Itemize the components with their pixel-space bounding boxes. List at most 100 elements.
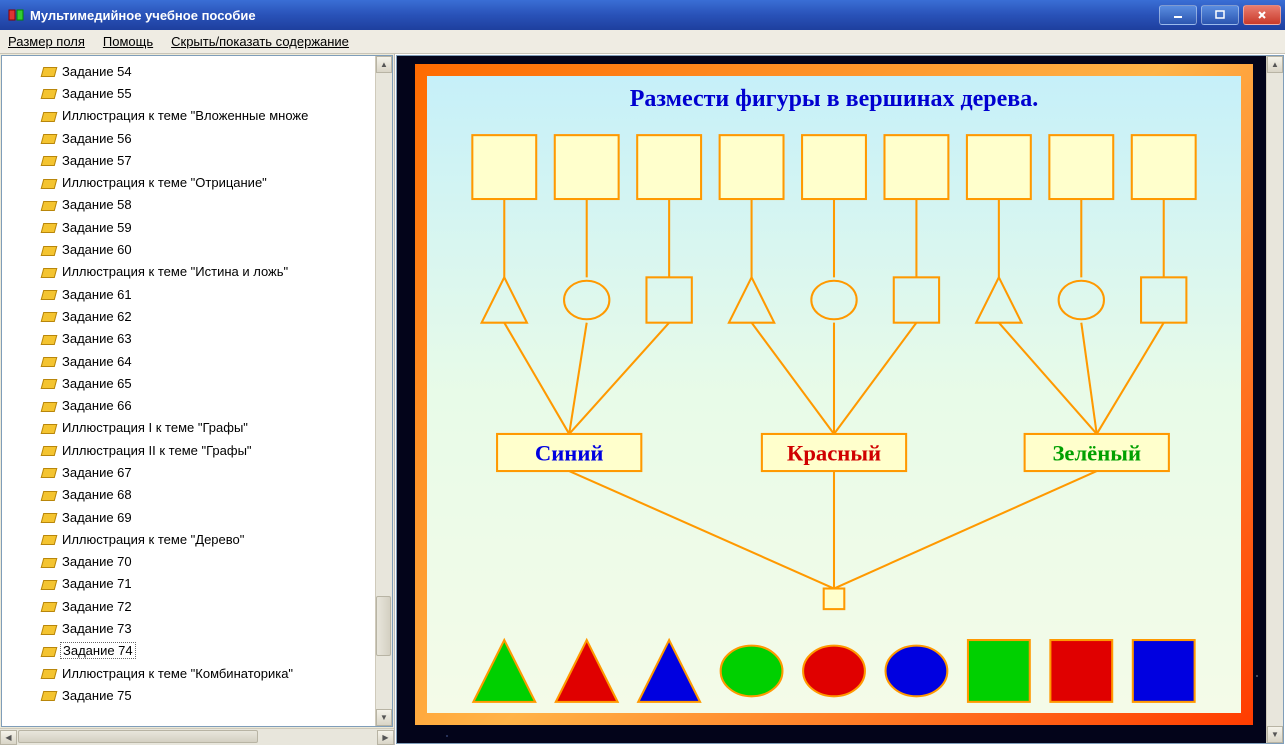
sidebar-vscrollbar[interactable]: ▲ ▼ [375, 56, 392, 726]
page-icon [42, 355, 56, 367]
tree-item-label: Задание 57 [60, 153, 134, 168]
scroll-up-button[interactable]: ▲ [376, 56, 392, 73]
tree-item[interactable]: Задание 61 [42, 283, 392, 305]
tree-item-label: Задание 69 [60, 510, 134, 525]
page-icon [42, 489, 56, 501]
tree-item-label: Задание 58 [60, 197, 134, 212]
tree-item[interactable]: Задание 63 [42, 328, 392, 350]
tree-item[interactable]: Задание 64 [42, 350, 392, 372]
hscroll-thumb[interactable] [18, 730, 258, 743]
draggable-circle[interactable] [721, 646, 783, 697]
node-square [646, 277, 691, 322]
color-label: Красный [787, 441, 881, 466]
tree-item-label: Задание 55 [60, 86, 134, 101]
drop-slot[interactable] [720, 135, 784, 199]
page-icon [42, 87, 56, 99]
draggable-square[interactable] [1050, 640, 1112, 702]
tree-item[interactable]: Задание 69 [42, 506, 392, 528]
tree-item[interactable]: Задание 59 [42, 216, 392, 238]
tree-item[interactable]: Задание 75 [42, 684, 392, 706]
tree-item[interactable]: Задание 72 [42, 595, 392, 617]
content-vscrollbar[interactable]: ▲ ▼ [1266, 56, 1283, 743]
node-square [894, 277, 939, 322]
window-title: Мультимедийное учебное пособие [30, 8, 256, 23]
minimize-button[interactable] [1159, 5, 1197, 25]
tree-item[interactable]: Задание 66 [42, 394, 392, 416]
tree-item[interactable]: Задание 74 [42, 640, 392, 662]
tree-item-label: Задание 70 [60, 554, 134, 569]
drop-slot[interactable] [1132, 135, 1196, 199]
tree-item-label: Иллюстрация I к теме "Графы" [60, 420, 250, 435]
drop-slot[interactable] [884, 135, 948, 199]
tree-item[interactable]: Задание 56 [42, 127, 392, 149]
menu-toggle-toc[interactable]: Скрыть/показать содержание [171, 34, 349, 49]
content-scroll-down[interactable]: ▼ [1267, 726, 1283, 743]
tree-item[interactable]: Задание 73 [42, 617, 392, 639]
drop-slot[interactable] [637, 135, 701, 199]
draggable-circle[interactable] [886, 646, 948, 697]
tree-item[interactable]: Задание 55 [42, 82, 392, 104]
draggable-square[interactable] [1133, 640, 1195, 702]
menu-help[interactable]: Помощь [103, 34, 153, 49]
drop-slot[interactable] [802, 135, 866, 199]
hscroll-left-button[interactable]: ◀ [0, 730, 17, 745]
tree-item[interactable]: Задание 60 [42, 238, 392, 260]
tree-item-label: Задание 59 [60, 220, 134, 235]
tree-item[interactable]: Иллюстрация к теме "Комбинаторика" [42, 662, 392, 684]
page-icon [42, 556, 56, 568]
draggable-circle[interactable] [803, 646, 865, 697]
tree-item[interactable]: Задание 70 [42, 551, 392, 573]
hscroll-right-button[interactable]: ▶ [377, 730, 394, 745]
content-scroll-up[interactable]: ▲ [1267, 56, 1283, 73]
menubar: Размер поля Помощь Скрыть/показать содер… [0, 30, 1285, 54]
page-icon [42, 377, 56, 389]
tree-item[interactable]: Иллюстрация к теме "Дерево" [42, 528, 392, 550]
root-node [824, 589, 845, 610]
sidebar: Задание 54 Задание 55 Иллюстрация к теме "… [0, 54, 395, 745]
page-icon [42, 333, 56, 345]
tree-item-label: Задание 64 [60, 354, 134, 369]
page-icon [42, 199, 56, 211]
page-icon [42, 422, 56, 434]
draggable-triangle[interactable] [473, 640, 535, 702]
drop-slot[interactable] [967, 135, 1031, 199]
page-icon [42, 578, 56, 590]
tree-item[interactable]: Задание 57 [42, 149, 392, 171]
tree-item-label: Задание 74 [60, 642, 136, 659]
draggable-square[interactable] [968, 640, 1030, 702]
tree-item[interactable]: Иллюстрация к теме "Вложенные множе [42, 105, 392, 127]
node-circle [811, 281, 856, 320]
tree-item-label: Иллюстрация к теме "Вложенные множе [60, 108, 310, 123]
menu-field-size[interactable]: Размер поля [8, 34, 85, 49]
drop-slot[interactable] [1049, 135, 1113, 199]
close-button[interactable] [1243, 5, 1281, 25]
content-panel: Размести фигуры в вершинах дерева. Синий… [396, 55, 1284, 744]
toc-tree[interactable]: Задание 54 Задание 55 Иллюстрация к теме "… [1, 55, 393, 727]
tree-item[interactable]: Задание 65 [42, 372, 392, 394]
sidebar-hscrollbar[interactable]: ◀ ▶ [0, 728, 394, 745]
titlebar: Мультимедийное учебное пособие [0, 0, 1285, 30]
scroll-down-button[interactable]: ▼ [376, 709, 392, 726]
drop-slot[interactable] [555, 135, 619, 199]
drop-slot[interactable] [472, 135, 536, 199]
draggable-triangle[interactable] [638, 640, 700, 702]
page-icon [42, 623, 56, 635]
tree-item[interactable]: Задание 54 [42, 60, 392, 82]
color-label: Зелёный [1052, 441, 1141, 466]
tree-item[interactable]: Задание 67 [42, 461, 392, 483]
node-square [1141, 277, 1186, 322]
scroll-thumb[interactable] [376, 596, 391, 656]
page-icon [42, 667, 56, 679]
tree-item[interactable]: Иллюстрация к теме "Отрицание" [42, 171, 392, 193]
tree-item[interactable]: Задание 68 [42, 484, 392, 506]
tree-item[interactable]: Задание 58 [42, 194, 392, 216]
tree-item[interactable]: Иллюстрация к теме "Истина и ложь" [42, 261, 392, 283]
maximize-button[interactable] [1201, 5, 1239, 25]
node-triangle [976, 277, 1021, 322]
tree-item[interactable]: Иллюстрация II к теме "Графы" [42, 439, 392, 461]
tree-item[interactable]: Задание 71 [42, 573, 392, 595]
tree-item[interactable]: Иллюстрация I к теме "Графы" [42, 417, 392, 439]
draggable-triangle[interactable] [556, 640, 618, 702]
page-icon [42, 645, 56, 657]
tree-item[interactable]: Задание 62 [42, 305, 392, 327]
